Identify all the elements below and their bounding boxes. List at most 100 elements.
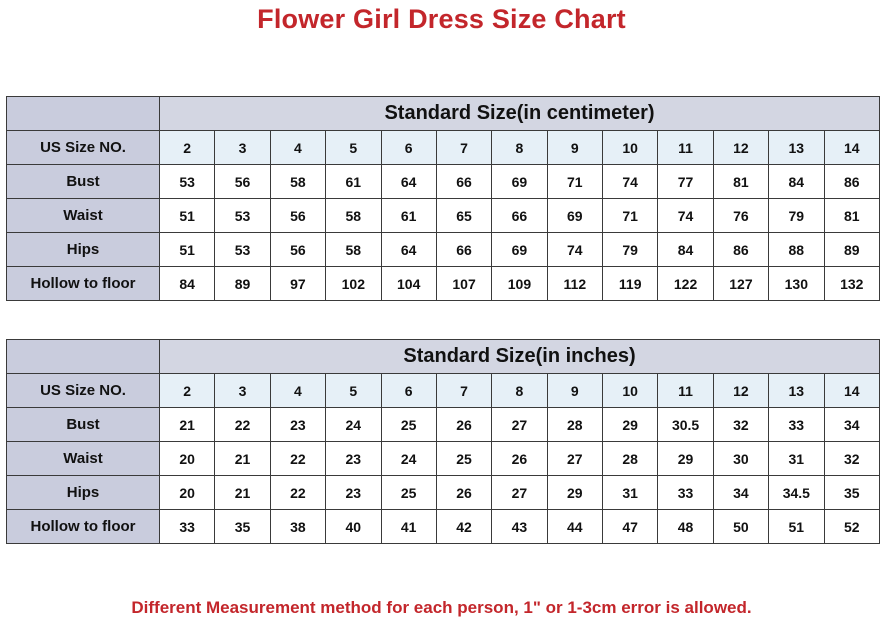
value-cell: 58 [325,232,382,267]
size-header-cell: 6 [380,373,437,408]
row-label: Hips [6,475,160,510]
value-cell: 71 [601,198,659,233]
value-cell: 26 [435,475,493,510]
value-cell: 51 [158,232,216,267]
value-cell: 32 [823,441,880,476]
value-cell: 88 [768,232,825,267]
value-cell: 23 [269,407,327,442]
value-cell: 69 [491,164,548,199]
value-cell: 56 [214,164,271,199]
size-header-cell: 10 [601,373,659,408]
table-row: Waist 20 21 22 23 24 25 26 27 28 29 30 31 32 [6,441,880,476]
value-cell: 41 [380,509,437,544]
size-header-cell: 4 [269,130,327,165]
value-cell: 51 [158,198,216,233]
table-row: Waist 51 53 56 58 61 65 66 69 71 74 76 79 81 [6,198,880,233]
value-cell: 22 [214,407,271,442]
value-cell: 66 [435,164,493,199]
size-row: US Size NO. 2 3 4 5 6 7 8 9 10 11 12 13 14 [6,373,880,408]
value-cell: 35 [214,509,271,544]
value-cell: 66 [491,198,548,233]
size-header-cell: 4 [269,373,327,408]
value-cell: 64 [380,164,437,199]
value-cell: 23 [325,475,382,510]
value-cell: 22 [269,475,327,510]
value-cell: 27 [546,441,604,476]
value-cell: 69 [491,232,548,267]
page-title: Flower Girl Dress Size Chart [257,4,626,34]
size-header-cell: 13 [768,373,825,408]
value-cell: 66 [435,232,493,267]
size-header-cell: 3 [214,373,271,408]
value-cell: 50 [712,509,770,544]
size-header-cell: 7 [435,130,493,165]
value-cell: 33 [158,509,216,544]
value-cell: 86 [712,232,770,267]
value-cell: 27 [491,407,548,442]
table-row: Hollow to floor 84 89 97 102 104 107 109 112 119 1… [6,266,880,301]
size-header-cell: 5 [325,373,382,408]
value-cell: 89 [214,266,271,301]
value-cell: 53 [214,232,271,267]
value-cell: 102 [325,266,382,301]
value-cell: 84 [158,266,216,301]
size-header-cell: 6 [380,130,437,165]
value-cell: 42 [435,509,493,544]
value-cell: 69 [546,198,604,233]
value-cell: 132 [823,266,880,301]
value-cell: 51 [768,509,825,544]
value-cell: 53 [158,164,216,199]
value-cell: 112 [546,266,604,301]
value-cell: 65 [435,198,493,233]
table-row: Bust 21 22 23 24 25 26 27 28 29 30.5 32 33 34 [6,407,880,442]
value-cell: 32 [712,407,770,442]
value-cell: 38 [269,509,327,544]
value-cell: 74 [657,198,714,233]
value-cell: 64 [380,232,437,267]
heading-row: Standard Size(in centimeter) [6,96,880,131]
size-header-cell: 5 [325,130,382,165]
value-cell: 34 [823,407,880,442]
value-cell: 56 [269,198,327,233]
value-cell: 119 [601,266,659,301]
size-header-cell: 14 [823,373,880,408]
value-cell: 40 [325,509,382,544]
value-cell: 84 [768,164,825,199]
value-cell: 47 [601,509,659,544]
value-cell: 43 [491,509,548,544]
value-cell: 21 [158,407,216,442]
size-header-cell: 2 [158,130,216,165]
size-header-cell: 12 [712,130,770,165]
value-cell: 104 [380,266,437,301]
value-cell: 20 [158,441,216,476]
value-cell: 24 [325,407,382,442]
value-cell: 61 [380,198,437,233]
row-label: Hips [6,232,160,267]
value-cell: 28 [601,441,659,476]
value-cell: 107 [435,266,493,301]
value-cell: 28 [546,407,604,442]
value-cell: 61 [325,164,382,199]
size-table-centimeter: Standard Size(in centimeter) US Size NO. 2… [6,96,880,301]
size-header-cell: 10 [601,130,659,165]
value-cell: 21 [214,441,271,476]
value-cell: 31 [601,475,659,510]
row-label: Waist [6,441,160,476]
heading-row: Standard Size(in inches) [6,339,880,374]
value-cell: 127 [712,266,770,301]
value-cell: 97 [269,266,327,301]
value-cell: 33 [768,407,825,442]
value-cell: 81 [712,164,770,199]
value-cell: 35 [823,475,880,510]
footer-note: Different Measurement method for each pe… [131,598,752,617]
value-cell: 31 [768,441,825,476]
value-cell: 84 [657,232,714,267]
value-cell: 22 [269,441,327,476]
size-header-cell: 14 [823,130,880,165]
value-cell: 20 [158,475,216,510]
row-label: Hollow to floor [6,266,160,301]
value-cell: 29 [546,475,604,510]
size-header-cell: 3 [214,130,271,165]
value-cell: 81 [823,198,880,233]
size-header-cell: 7 [435,373,493,408]
